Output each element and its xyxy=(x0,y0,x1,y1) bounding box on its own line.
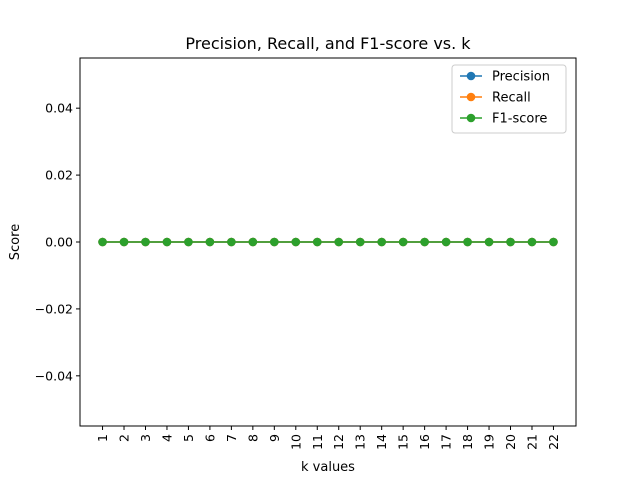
x-tick-label: 10 xyxy=(288,434,303,450)
x-tick-label: 22 xyxy=(546,434,561,450)
data-point-f1-score xyxy=(162,237,172,247)
data-point-f1-score xyxy=(484,237,494,247)
x-tick-label: 17 xyxy=(439,434,454,450)
chart-title: Precision, Recall, and F1-score vs. k xyxy=(185,34,471,53)
legend-box xyxy=(451,64,567,134)
data-point-f1-score xyxy=(506,237,515,247)
data-point-f1-score xyxy=(527,237,537,247)
x-tick-label: 15 xyxy=(396,434,411,450)
y-axis-label: Score xyxy=(8,224,23,260)
x-tick-label: 9 xyxy=(267,434,282,442)
x-tick-label: 11 xyxy=(310,434,325,450)
x-tick-label: 16 xyxy=(417,434,432,450)
data-point-f1-score xyxy=(377,237,386,247)
legend-marker-recall xyxy=(466,92,476,102)
x-tick-label: 19 xyxy=(482,434,497,450)
data-point-f1-score xyxy=(248,237,258,247)
data-point-f1-score xyxy=(205,237,215,247)
data-point-f1-score xyxy=(355,237,365,247)
legend: Precision Recall F1-score xyxy=(451,64,567,134)
data-point-f1-score xyxy=(227,237,236,247)
legend-marker-precision xyxy=(466,71,476,81)
data-point-f1-score xyxy=(334,237,344,247)
data-point-f1-score xyxy=(119,237,129,247)
data-point-f1-score xyxy=(420,237,429,247)
data-point-f1-score xyxy=(291,237,301,247)
legend-label-recall: Recall xyxy=(492,91,531,106)
data-point-f1-score xyxy=(141,237,150,247)
data-point-f1-score xyxy=(312,237,322,247)
plot-area: −0.04−0.020.000.020.041 2 3 4 5 6 7 8 9 10 11 12 13 1… xyxy=(35,57,577,450)
y-tick-label: −0.04 xyxy=(35,368,73,383)
y-tick-label: 0.04 xyxy=(45,101,73,116)
x-tick-label: 13 xyxy=(353,434,368,450)
data-point-f1-score xyxy=(270,237,279,247)
data-point-f1-score xyxy=(398,237,408,247)
x-tick-label: 7 xyxy=(224,434,239,442)
x-tick-label: 2 xyxy=(117,434,132,442)
x-axis-label: k values xyxy=(301,460,355,475)
x-tick-label: 8 xyxy=(245,434,260,442)
y-tick-label: 0.00 xyxy=(45,235,73,250)
y-tick-label: −0.02 xyxy=(35,301,73,316)
data-point-f1-score xyxy=(184,237,193,247)
x-tick-label: 21 xyxy=(524,434,539,450)
x-tick-label: 12 xyxy=(331,434,346,450)
data-point-f1-score xyxy=(98,237,107,247)
data-point-f1-score xyxy=(549,237,558,247)
x-tick-label: 6 xyxy=(202,434,217,442)
legend-marker-f1-score xyxy=(466,113,476,123)
y-tick-label: 0.02 xyxy=(45,168,73,183)
x-tick-label: 4 xyxy=(159,434,174,442)
x-tick-label: 18 xyxy=(460,434,475,450)
x-tick-label: 1 xyxy=(95,434,110,442)
data-point-f1-score xyxy=(441,237,451,247)
data-point-f1-score xyxy=(463,237,472,247)
x-tick-label: 20 xyxy=(503,434,518,450)
x-tick-label: 3 xyxy=(138,434,153,442)
legend-label-f1-score: F1-score xyxy=(492,112,547,127)
x-tick-label: 5 xyxy=(181,434,196,442)
x-tick-label: 14 xyxy=(374,434,389,450)
legend-label-precision: Precision xyxy=(492,70,550,85)
